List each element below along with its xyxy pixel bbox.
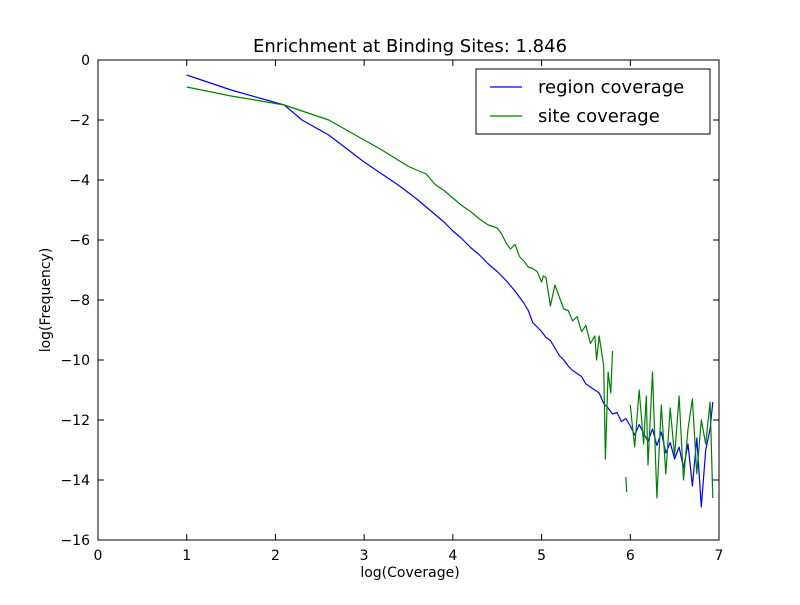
x-tick-label: 0 [94, 548, 103, 564]
axis-ticks: 0 1 2 3 4 5 6 7 0 −2 −4 −6 −8 −10 −12 −14 −16 [60, 53, 723, 564]
x-tick-label: 1 [182, 548, 191, 564]
x-tick-label: 5 [537, 548, 546, 564]
chart-title: Enrichment at Binding Sites: 1.846 [253, 36, 567, 57]
legend-label-site-coverage: site coverage [538, 106, 660, 127]
x-tick-label: 7 [715, 548, 724, 564]
y-tick-label: −4 [69, 173, 90, 189]
y-tick-label: −14 [60, 473, 90, 489]
y-tick-label: −2 [69, 113, 90, 129]
legend-label-region-coverage: region coverage [538, 77, 684, 98]
x-tick-label: 4 [448, 548, 457, 564]
y-tick-label: −12 [60, 413, 90, 429]
x-tick-label: 2 [271, 548, 280, 564]
y-tick-label: −10 [60, 353, 90, 369]
x-axis-label: log(Coverage) [360, 565, 459, 581]
axes-frame [97, 59, 720, 541]
y-tick-label: −8 [69, 293, 90, 309]
y-axis-label: log(Frequency) [38, 248, 54, 353]
legend-box [475, 68, 711, 135]
series-line-site-coverage [186, 86, 714, 499]
x-tick-label: 6 [626, 548, 635, 564]
y-tick-label: −16 [60, 533, 90, 549]
y-tick-label: −6 [69, 233, 90, 249]
x-tick-label: 3 [360, 548, 369, 564]
plot-area [186, 74, 714, 508]
legend: region coverage site coverage [475, 68, 711, 135]
y-tick-label: 0 [81, 53, 90, 69]
